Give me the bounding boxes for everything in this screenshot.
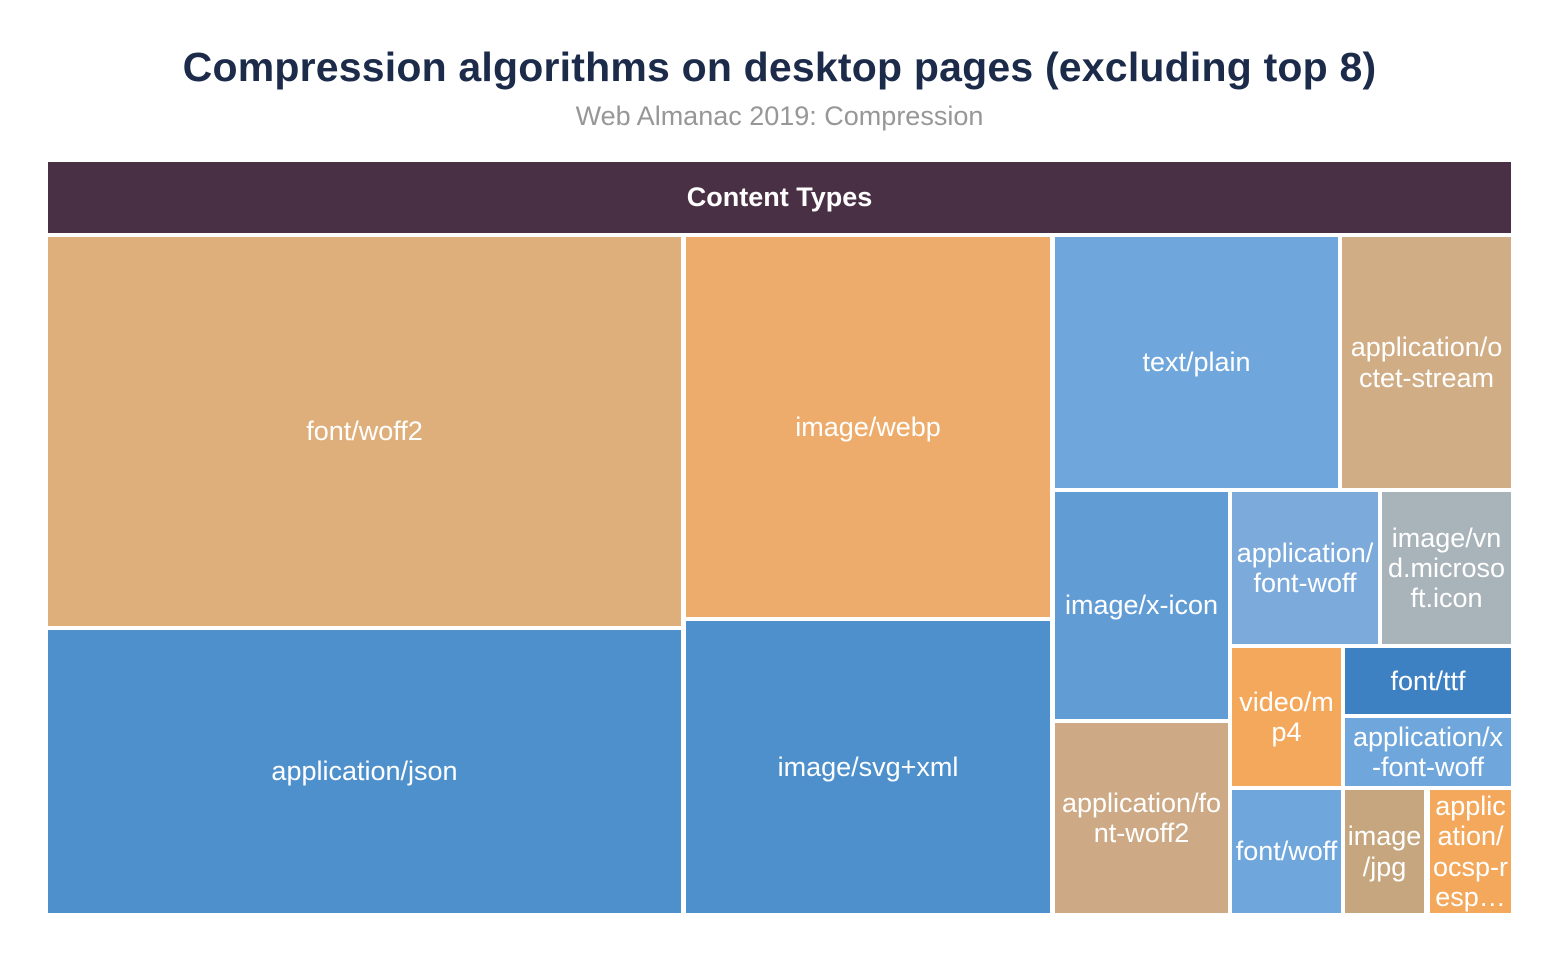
treemap-cell-label: font/woff [1235,836,1338,867]
treemap-cell-font-woff[interactable]: font/woff [1232,790,1341,913]
treemap-group-header: Content Types [48,162,1511,233]
treemap-cell-image-svg-xml[interactable]: image/svg+xml [686,621,1050,913]
treemap-cell-image-webp[interactable]: image/webp [686,237,1050,617]
treemap-cells-layer: font/woff2 image/webp application/json imag… [48,162,1511,913]
treemap-cell-application-font-woff[interactable]: application/font-woff [1232,492,1378,644]
treemap-cell-label: application/x -font-woff [1352,721,1504,782]
treemap-cell-label: image/vn d.microso ft.icon [1387,522,1506,614]
treemap-cell-label: text/plain [1142,347,1251,378]
treemap-cell-label: image/x-icon [1064,590,1219,621]
chart-title: Compression algorithms on desktop pages … [182,44,1377,90]
treemap-cell-image-vnd-microsoft-icon[interactable]: image/vn d.microso ft.icon [1382,492,1511,644]
treemap-cell-image-jpg[interactable]: image/jpg [1345,790,1424,913]
treemap-cell-label: font/ttf [1390,665,1466,696]
treemap-cell-application-json[interactable]: application/json [48,630,681,913]
treemap-cell-label: application/o ctet-stream [1350,332,1503,393]
treemap-cell-font-woff2[interactable]: font/woff2 [48,237,681,626]
treemap-cell-label: image/svg+xml [777,751,959,782]
treemap-cell-video-mp4[interactable]: video/m p4 [1232,648,1341,786]
treemap-cell-label: application/font-woff [1236,537,1374,598]
treemap-cell-label: applic ation/ocsp-r esp… [1432,791,1508,912]
treemap-cell-label: image/webp [795,411,941,442]
treemap-chart: Content Types font/woff2 image/webp applic… [48,162,1511,913]
treemap-cell-label: image/jpg [1347,821,1422,882]
treemap-cell-application-x-font-woff[interactable]: application/x -font-woff [1345,718,1511,786]
treemap-cell-label: font/woff2 [306,416,423,447]
treemap-cell-label: application/json [271,756,458,787]
treemap-cell-application-font-woff2[interactable]: application/fo nt-woff2 [1055,723,1228,913]
treemap-cell-application-octet-stream[interactable]: application/o ctet-stream [1342,237,1511,488]
chart-subtitle: Web Almanac 2019: Compression [575,101,984,131]
treemap-cell-application-ocsp-resp[interactable]: applic ation/ocsp-r esp… [1430,790,1511,913]
treemap-cell-image-x-icon[interactable]: image/x-icon [1055,492,1228,719]
treemap-cell-label: application/fo nt-woff2 [1061,787,1222,848]
treemap-cell-text-plain[interactable]: text/plain [1055,237,1338,488]
treemap-cell-font-ttf[interactable]: font/ttf [1345,648,1511,714]
treemap-cell-label: video/m p4 [1239,686,1334,747]
treemap-group-header-label: Content Types [686,182,873,212]
